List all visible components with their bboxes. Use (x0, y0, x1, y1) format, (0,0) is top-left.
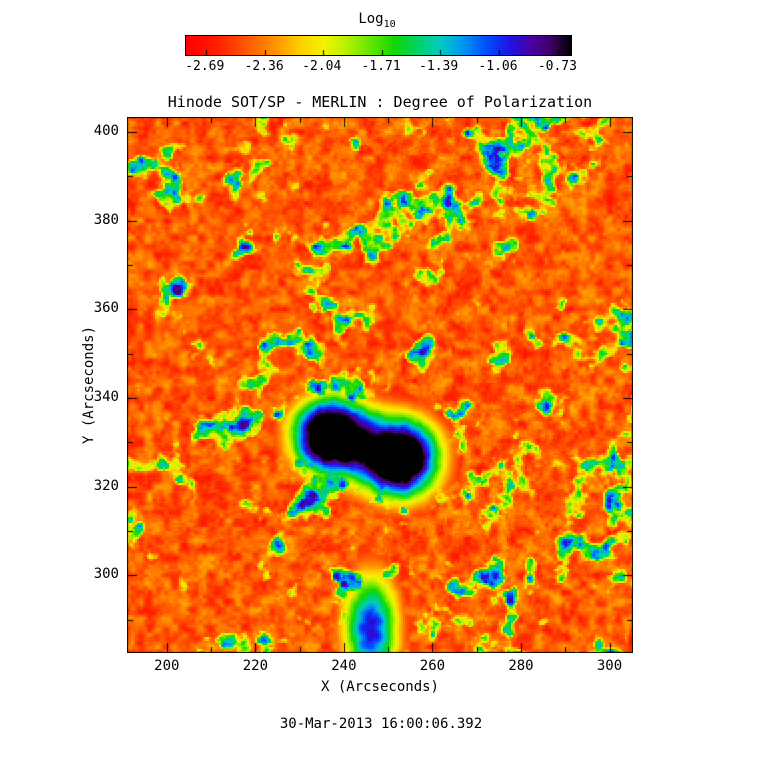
x-tick-label: 300 (596, 658, 623, 674)
x-tick-label: 240 (331, 658, 357, 674)
plot-title: Hinode SOT/SP - MERLIN : Degree of Polar… (167, 93, 593, 111)
y-tick-label: 360 (93, 300, 119, 317)
colorbar-tick-label: -2.36 (244, 59, 284, 74)
y-axis-label: Y (Arcseconds) (81, 325, 97, 445)
x-axis-label: X (Arcseconds) (320, 679, 439, 695)
x-tick-label: 280 (508, 658, 534, 674)
timestamp: 30-Mar-2013 16:00:06.392 (279, 716, 483, 732)
colorbar-gradient (185, 35, 572, 56)
x-tick-label: 220 (242, 658, 269, 674)
colorbar-tick-label: -1.39 (419, 59, 459, 74)
colorbar-tick-label: -2.69 (185, 59, 225, 74)
colorbar-tick-label: -1.71 (361, 59, 401, 74)
colorbar-title-sub: 10 (383, 18, 396, 30)
colorbar-title: Log10 (277, 11, 477, 30)
y-tick-label: 320 (93, 477, 119, 494)
y-tick-label: 400 (93, 123, 119, 140)
axes-frame-and-ticks (127, 117, 633, 653)
colorbar-tick-label: -1.06 (478, 59, 518, 74)
colorbar-tick-label: -2.04 (302, 59, 342, 74)
y-tick-label: 300 (93, 566, 119, 583)
colorbar-tick-label: -0.73 (537, 59, 577, 74)
x-tick-label: 260 (419, 658, 446, 674)
colorbar-title-main: Log (358, 11, 384, 27)
y-tick-label: 340 (93, 389, 119, 406)
x-tick-label: 200 (154, 658, 180, 674)
y-tick-label: 380 (93, 211, 119, 228)
